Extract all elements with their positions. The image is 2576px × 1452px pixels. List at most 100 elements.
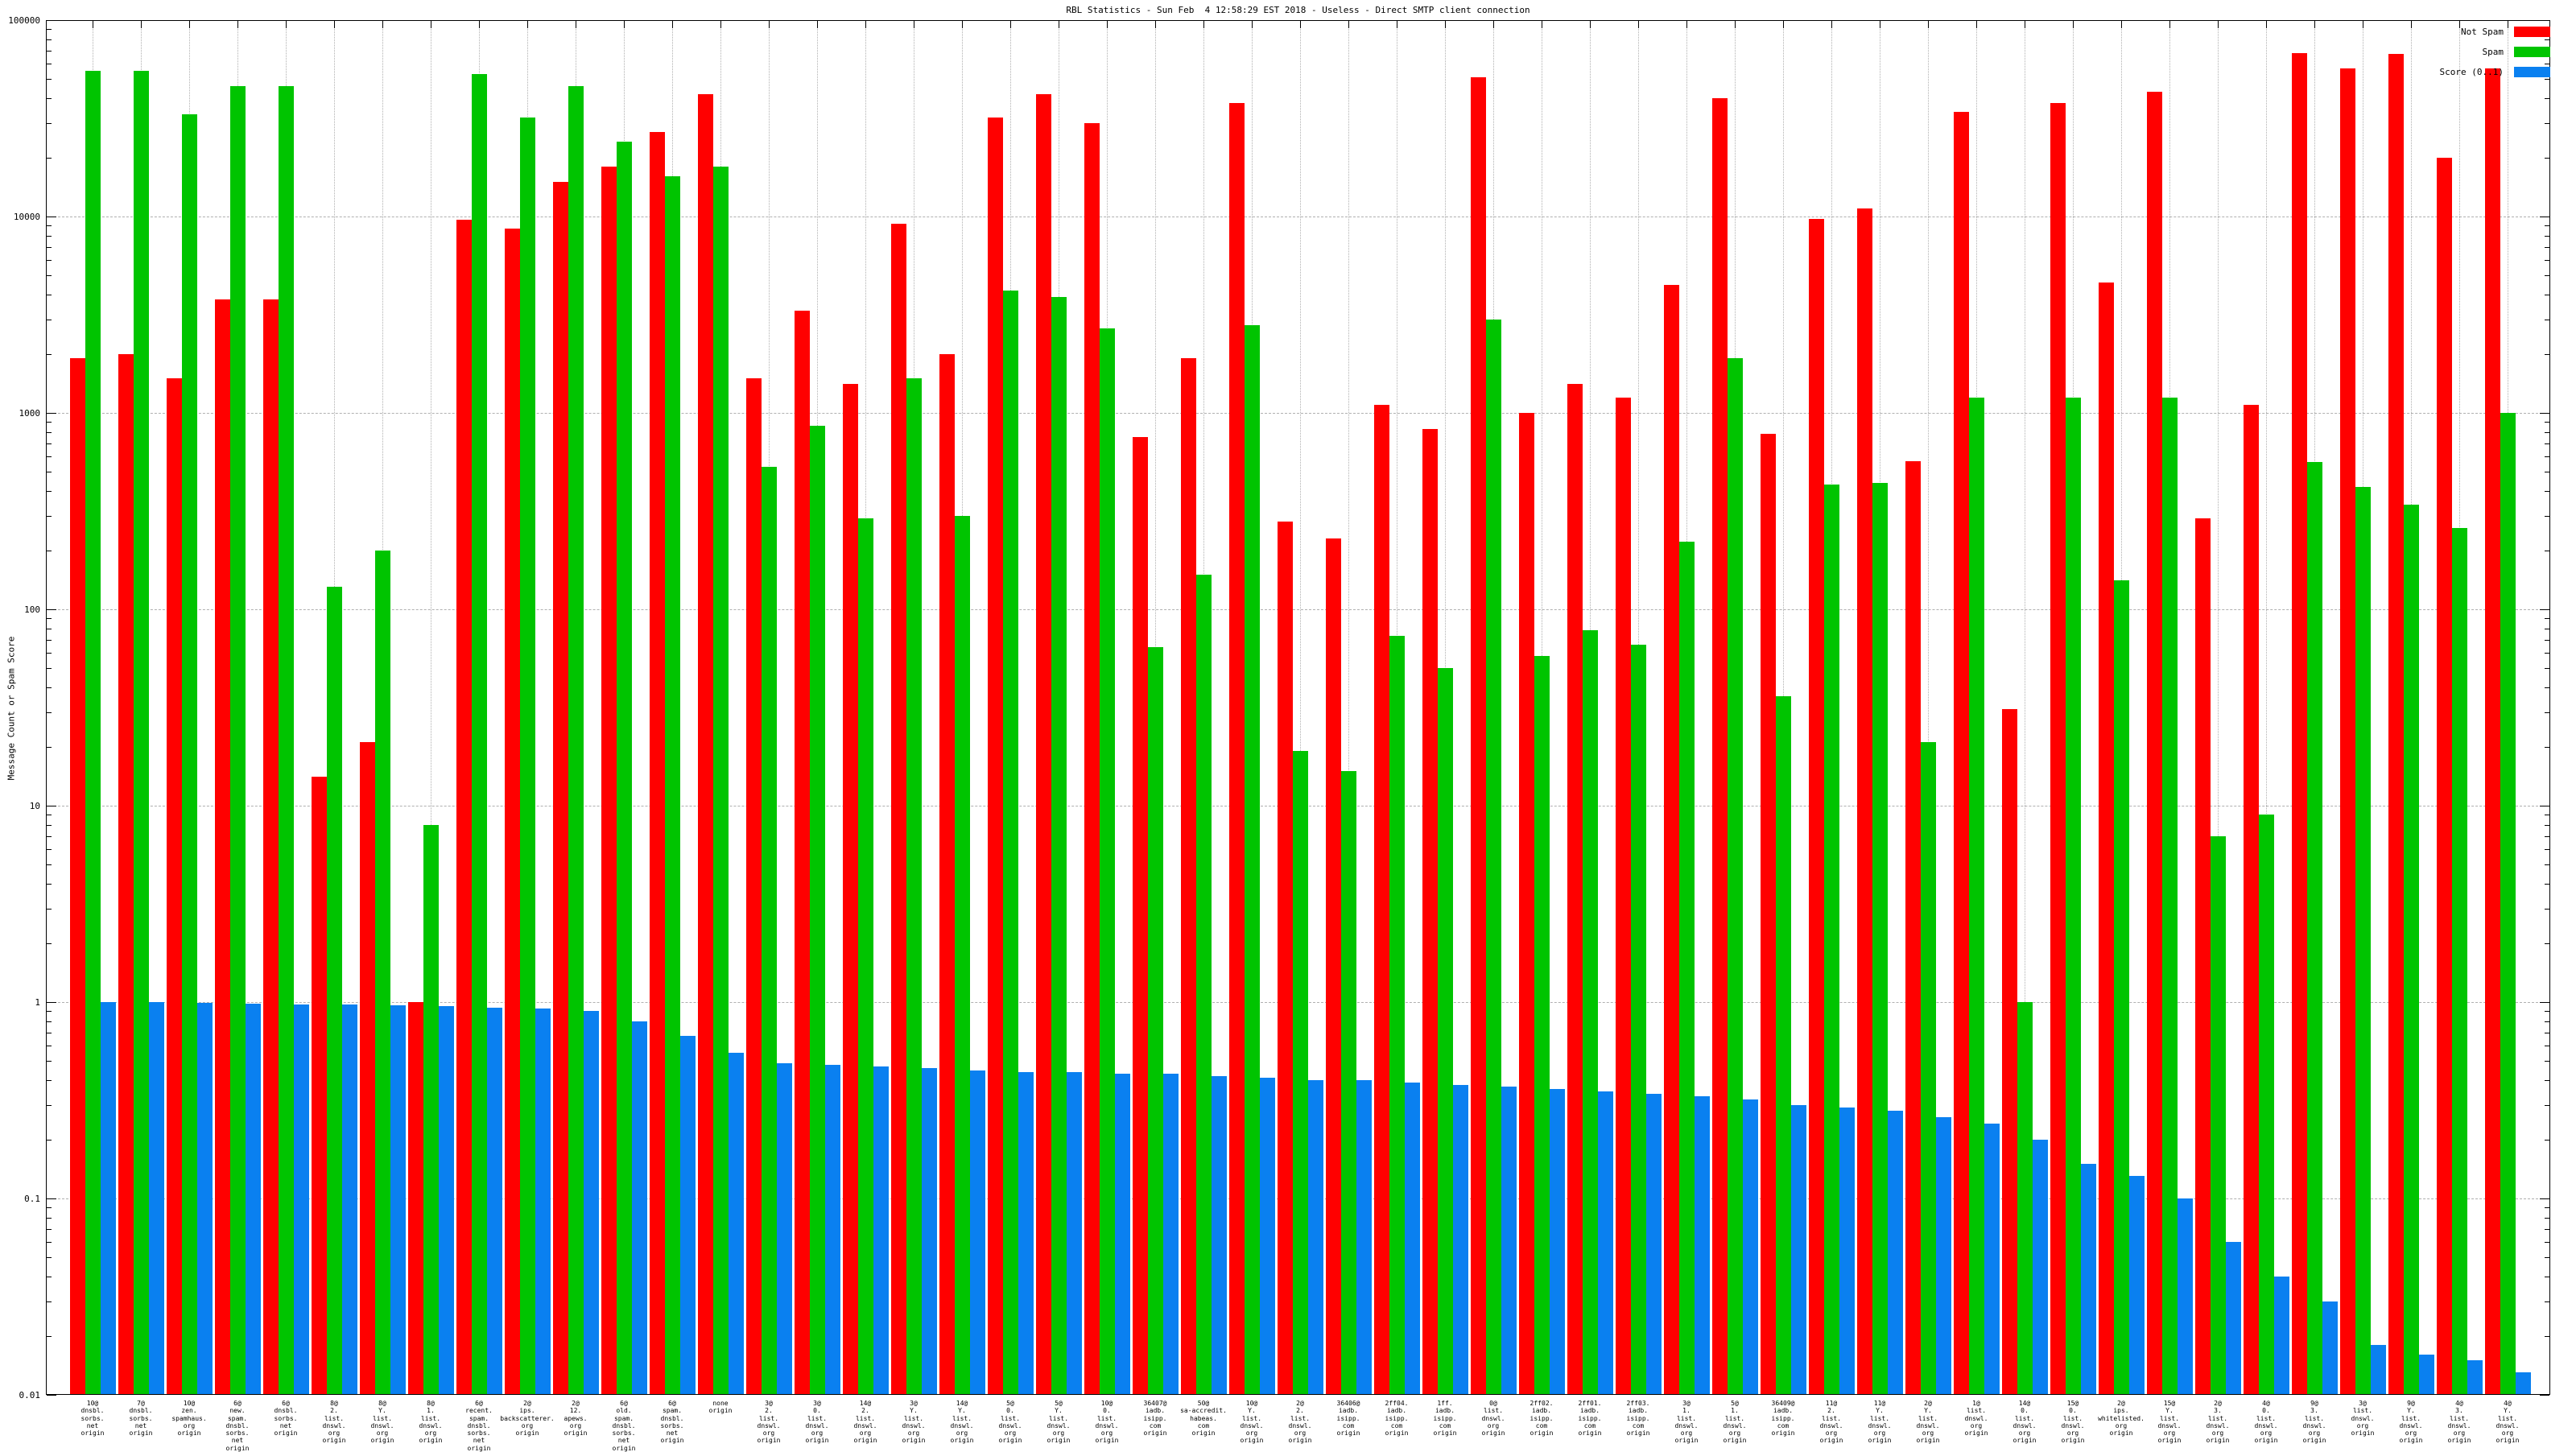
y-minor-tick-left [47, 1207, 52, 1209]
x-category-label: 15@ 0. list. dnswl. org origin [2061, 1400, 2085, 1445]
x-tick-top [1686, 21, 1687, 28]
x-category-label: 3@ list. dnswl. org origin [2351, 1400, 2375, 1438]
x-category-label: 2ff02. iadb. isipp. com origin [1530, 1400, 1554, 1438]
x-category-label: 4@ 3. list. dnswl. org origin [2447, 1400, 2471, 1445]
y-minor-tick-right [2545, 98, 2549, 100]
y-gridline [46, 413, 2550, 414]
x-category-label: 6@ spam. dnsbl. sorbs. net origin [660, 1400, 684, 1445]
y-tick-label: 1000 [19, 407, 41, 419]
bar-not-spam [1422, 428, 1438, 1394]
x-category-label: 15@ Y. list. dnswl. org origin [2157, 1400, 2182, 1445]
y-minor-tick-left [47, 1104, 52, 1106]
y-major-tick-left [47, 1198, 56, 1199]
bar-not-spam [504, 228, 520, 1394]
x-tick-top [1348, 21, 1349, 28]
bar-not-spam [407, 1002, 423, 1394]
bar-score-0-1 [1694, 1096, 1710, 1394]
bar-score-0-1 [921, 1068, 937, 1394]
bar-not-spam [1856, 208, 1872, 1394]
x-category-label: 7@ dnsbl. sorbs. net origin [129, 1400, 153, 1438]
bar-not-spam [1084, 122, 1100, 1394]
x-tick-top [1928, 21, 1929, 28]
bar-spam [1244, 324, 1260, 1394]
y-minor-tick-right [2545, 618, 2549, 620]
y-minor-tick-right [2545, 122, 2549, 124]
bar-score-0-1 [1066, 1071, 1082, 1394]
x-category-label: 4@ 0. list. dnswl. org origin [2254, 1400, 2278, 1445]
y-minor-tick-left [47, 1061, 52, 1062]
y-minor-tick-left [47, 122, 52, 124]
y-minor-tick-left [47, 456, 52, 458]
x-tick-top [2073, 21, 2074, 28]
bar-not-spam [1953, 112, 1969, 1394]
bar-spam [1727, 357, 1743, 1394]
bar-spam [1968, 397, 1984, 1394]
bar-spam [2113, 580, 2129, 1394]
bar-score-0-1 [776, 1062, 792, 1394]
y-major-tick-right [2540, 413, 2549, 414]
x-category-label: 2@ 12. apews. org origin [564, 1400, 588, 1438]
y-minor-tick-right [2545, 456, 2549, 458]
x-category-label: 1@ list. dnswl. org origin [1964, 1400, 1988, 1438]
x-tick-top [1107, 21, 1108, 28]
y-minor-tick-right [2545, 824, 2549, 826]
bar-score-0-1 [1259, 1078, 1275, 1394]
bar-spam [2161, 397, 2178, 1394]
x-category-label: 2ff01. iadb. isipp. com origin [1578, 1400, 1602, 1438]
x-tick-top [624, 21, 625, 28]
y-minor-tick-left [47, 864, 52, 866]
y-minor-tick-right [2545, 1242, 2549, 1244]
y-minor-tick-right [2545, 835, 2549, 837]
bar-score-0-1 [1887, 1110, 1903, 1394]
x-tick-top [286, 21, 287, 28]
plot-border [46, 20, 2550, 1395]
y-minor-tick-left [47, 39, 52, 40]
y-minor-tick-left [47, 50, 52, 52]
y-minor-tick-left [47, 1335, 52, 1337]
bar-score-0-1 [1211, 1075, 1227, 1394]
bar-not-spam [214, 299, 230, 1394]
bar-spam [1002, 290, 1018, 1394]
bar-not-spam [456, 220, 472, 1394]
x-category-label: 2ff04. iadb. isipp. com origin [1385, 1400, 1409, 1438]
bar-score-0-1 [1307, 1080, 1323, 1394]
x-category-label: 2@ 3. list. dnswl. org origin [2206, 1400, 2230, 1445]
bar-score-0-1 [2225, 1242, 2241, 1394]
y-minor-tick-right [2545, 79, 2549, 80]
bar-spam [1534, 655, 1550, 1394]
bar-score-0-1 [2515, 1372, 2531, 1394]
x-category-label: 6@ new. spam. dnsbl. sorbs. net origin [225, 1400, 250, 1452]
x-tick-top [817, 21, 818, 28]
bar-score-0-1 [2370, 1344, 2386, 1394]
bar-not-spam [1711, 98, 1728, 1394]
x-tick-top [865, 21, 866, 28]
bar-not-spam [2001, 709, 2017, 1394]
bar-not-spam [311, 777, 327, 1394]
legend-item-spam: Spam [2334, 47, 2550, 57]
bar-not-spam [2436, 157, 2452, 1394]
x-category-label: 4@ Y. list. dnswl. org origin [2496, 1400, 2520, 1445]
x-tick-top [479, 21, 480, 28]
x-gridline [1300, 20, 1301, 1395]
x-gridline [2218, 20, 2219, 1395]
y-minor-tick-right [2545, 849, 2549, 851]
x-category-label: 2@ Y. list. dnswl. org origin [1916, 1400, 1940, 1445]
bar-score-0-1 [293, 1004, 309, 1394]
bar-score-0-1 [2080, 1164, 2096, 1394]
x-tick-top [1783, 21, 1784, 28]
bar-spam [1582, 630, 1598, 1394]
x-gridline [1928, 20, 1929, 1395]
y-minor-tick-left [47, 668, 52, 670]
bar-score-0-1 [1356, 1080, 1372, 1394]
bar-not-spam [2146, 92, 2162, 1394]
bar-not-spam [69, 357, 85, 1394]
bar-score-0-1 [100, 1002, 116, 1394]
x-tick-top [1493, 21, 1494, 28]
bar-spam [374, 550, 390, 1394]
bar-score-0-1 [2467, 1360, 2483, 1394]
y-minor-tick-right [2545, 668, 2549, 670]
x-category-label: 10@ Y. list. dnswl. org origin [1240, 1400, 1264, 1445]
bar-not-spam [2388, 54, 2404, 1394]
bar-score-0-1 [2273, 1277, 2289, 1394]
y-minor-tick-left [47, 1021, 52, 1022]
